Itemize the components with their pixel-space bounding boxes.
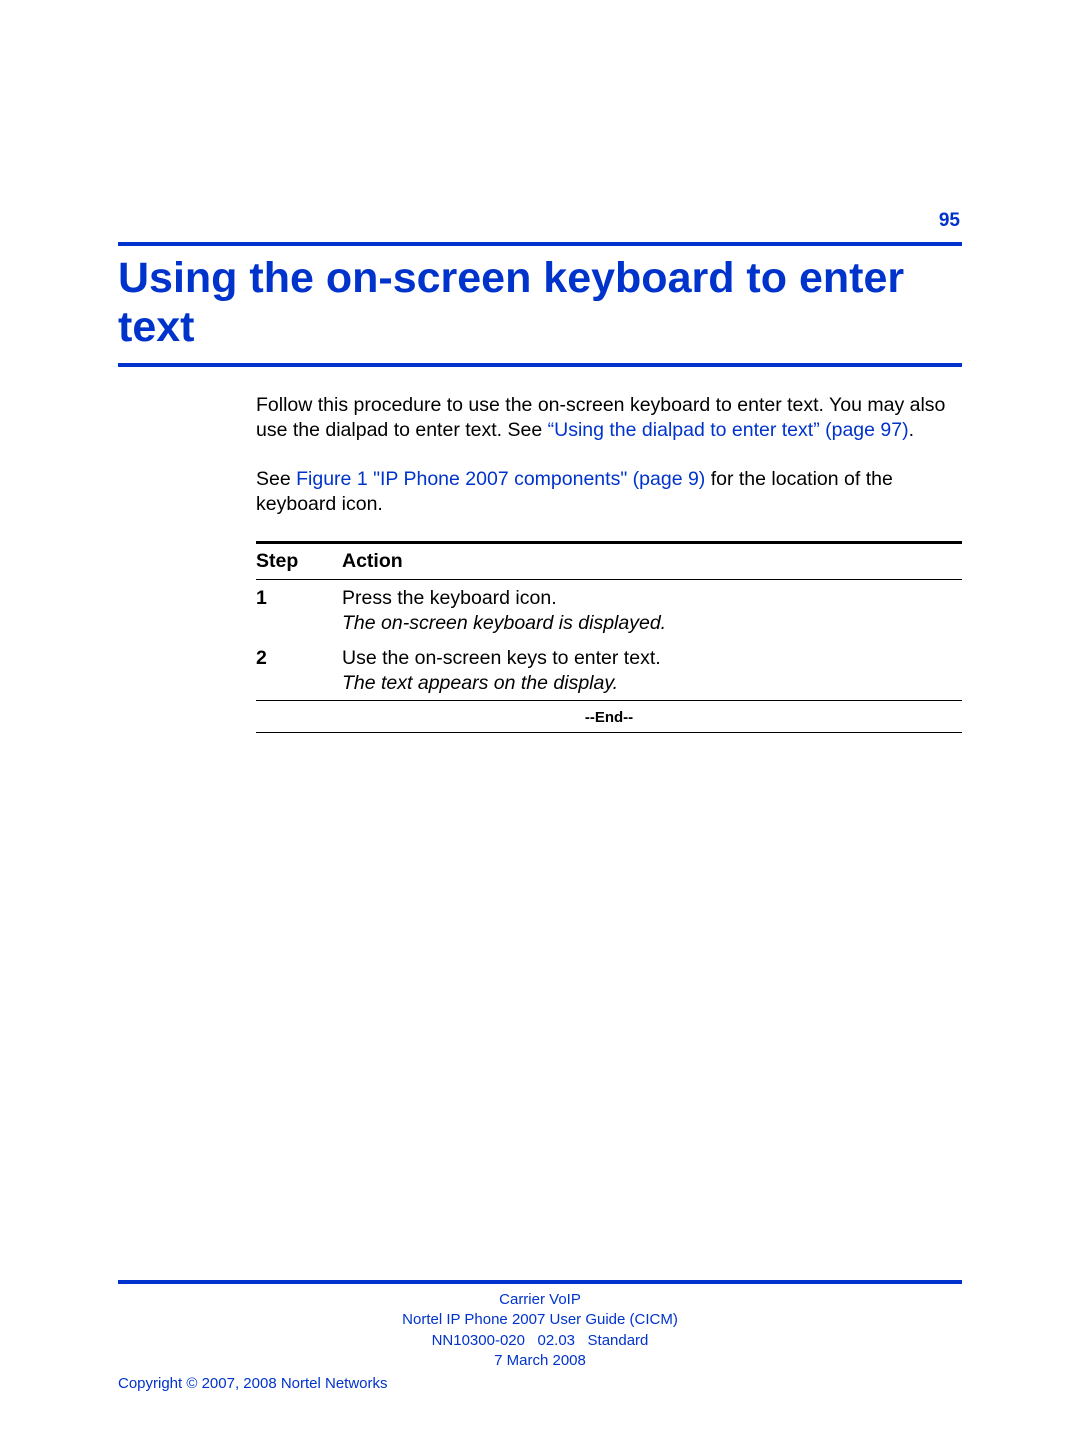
page-number: 95 (118, 210, 962, 232)
title-rule-bottom (118, 363, 962, 367)
footer-line3: NN10300-020 02.03 Standard (118, 1331, 962, 1351)
page: 95 Using the on-screen keyboard to enter… (0, 0, 1080, 1440)
intro-para-2: See Figure 1 "IP Phone 2007 components" … (256, 467, 962, 517)
page-title: Using the on-screen keyboard to enter te… (118, 246, 962, 363)
end-marker: --End-- (256, 701, 962, 732)
step-action: Press the keyboard icon. The on-screen k… (342, 586, 962, 636)
header-step: Step (256, 550, 342, 573)
footer-line2: Nortel IP Phone 2007 User Guide (CICM) (118, 1310, 962, 1330)
footer-rule (118, 1280, 962, 1284)
step-line2: The text appears on the display. (342, 671, 962, 696)
step-line1: Press the keyboard icon. (342, 586, 962, 611)
content-block: Follow this procedure to use the on-scre… (256, 393, 962, 733)
footer-center: Carrier VoIP Nortel IP Phone 2007 User G… (118, 1290, 962, 1371)
table-row: 1 Press the keyboard icon. The on-screen… (256, 580, 962, 640)
table-row: 2 Use the on-screen keys to enter text. … (256, 640, 962, 700)
header-action: Action (342, 550, 962, 573)
intro-1b: . (909, 419, 914, 441)
step-number: 1 (256, 586, 342, 636)
step-line2: The on-screen keyboard is displayed. (342, 611, 962, 636)
footer-line4: 7 March 2008 (118, 1351, 962, 1371)
step-action: Use the on-screen keys to enter text. Th… (342, 646, 962, 696)
table-rule-bottom (256, 732, 962, 733)
link-dialpad[interactable]: “Using the dialpad to enter text” (page … (548, 419, 909, 441)
step-line1: Use the on-screen keys to enter text. (342, 646, 962, 671)
steps-table: Step Action 1 Press the keyboard icon. T… (256, 541, 962, 733)
table-header: Step Action (256, 544, 962, 579)
footer-line1: Carrier VoIP (118, 1290, 962, 1310)
step-number: 2 (256, 646, 342, 696)
footer-copyright: Copyright © 2007, 2008 Nortel Networks (118, 1375, 962, 1392)
link-figure1[interactable]: Figure 1 "IP Phone 2007 components" (pag… (296, 468, 705, 490)
footer: Carrier VoIP Nortel IP Phone 2007 User G… (118, 1280, 962, 1392)
intro-para-1: Follow this procedure to use the on-scre… (256, 393, 962, 443)
intro-2a: See (256, 468, 296, 490)
